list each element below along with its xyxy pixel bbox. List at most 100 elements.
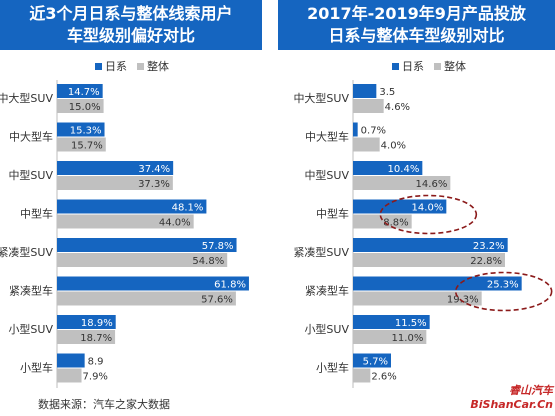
data-label: 44.0% [159, 218, 191, 229]
bar-japanese [57, 238, 237, 252]
bar-japanese [353, 315, 430, 329]
bar-japanese [57, 315, 116, 329]
data-label: 37.3% [138, 179, 170, 190]
bar-overall [57, 176, 173, 190]
category-label: 紧凑型SUV [293, 245, 349, 259]
bar-overall [353, 99, 384, 113]
legend-label-japanese: 日系 [105, 60, 127, 73]
bar-japanese [353, 199, 447, 214]
data-label: 10.4% [388, 164, 420, 175]
bar-overall [353, 137, 380, 152]
watermark-line-2: BiShanCar.Cn [470, 398, 553, 411]
legend-swatch-japanese [95, 62, 102, 70]
category-label: 中型车 [316, 207, 349, 221]
left-bar-chart: 中大型SUV 14.7% 15.0% 中大型车 15.3% 15.7% 中型SUV 37.4%… [0, 80, 249, 388]
legend-swatch-overall [137, 62, 144, 70]
category-label: 中大型SUV [293, 91, 349, 105]
data-label: 3.5 [379, 87, 395, 98]
bar-japanese [353, 122, 358, 137]
bar-overall [57, 368, 82, 383]
legend-label-overall: 整体 [147, 60, 169, 73]
data-label: 7.9% [83, 372, 108, 383]
right-legend: 日系 整体 [392, 58, 472, 74]
legend-swatch-overall [434, 62, 441, 70]
data-label: 5.7% [363, 357, 388, 368]
bar-japanese [57, 84, 103, 98]
bar-overall [353, 176, 451, 190]
bar-overall [353, 330, 427, 344]
data-label: 23.2% [473, 241, 505, 252]
data-label: 57.8% [202, 241, 234, 252]
bar-overall [353, 253, 505, 267]
right-title-line-2: 日系与整体车型级别对比 [328, 26, 505, 45]
data-label: 4.0% [381, 141, 406, 152]
bar-japanese [57, 276, 249, 291]
legend-item-japanese: 日系 [95, 58, 127, 74]
bar-japanese [353, 238, 508, 252]
bar-overall [57, 330, 116, 344]
data-label: 15.3% [70, 126, 102, 137]
legend-item-overall: 整体 [434, 58, 466, 74]
category-label: 紧凑型SUV [0, 245, 53, 259]
data-label: 19.3% [447, 295, 479, 306]
right-chart-title: 2017年-2019年9月产品投放 日系与整体车型级别对比 [278, 0, 555, 50]
data-label: 14.6% [416, 179, 448, 190]
category-label: 中型SUV [8, 168, 53, 182]
legend-item-overall: 整体 [137, 58, 169, 74]
data-label: 0.7% [361, 126, 386, 137]
data-label: 14.0% [412, 203, 444, 214]
data-label: 15.7% [71, 141, 103, 152]
highlight-ellipse [454, 271, 553, 312]
category-label: 紧凑型车 [305, 284, 349, 298]
bar-japanese [57, 353, 85, 368]
category-label: 小型SUV [8, 322, 53, 336]
category-label: 小型SUV [304, 322, 349, 336]
legend-label-japanese: 日系 [402, 60, 424, 73]
data-label: 25.3% [487, 280, 519, 291]
category-label: 中型车 [20, 207, 53, 221]
bar-overall [353, 368, 371, 383]
bar-overall [57, 253, 228, 267]
data-label: 54.8% [192, 256, 224, 267]
bar-overall [57, 291, 236, 306]
data-label: 48.1% [172, 203, 204, 214]
bar-japanese [57, 199, 207, 214]
data-label: 18.7% [80, 333, 112, 344]
bar-japanese [57, 161, 174, 175]
data-label: 57.6% [201, 295, 233, 306]
bar-japanese [57, 122, 105, 137]
legend-item-japanese: 日系 [392, 58, 424, 74]
data-label: 61.8% [214, 280, 246, 291]
right-title-line-1: 2017年-2019年9月产品投放 [307, 4, 526, 23]
data-label: 4.6% [385, 102, 410, 113]
data-label: 37.4% [138, 164, 170, 175]
watermark-line-1: 睿山汽车 [509, 384, 553, 397]
category-label: 中大型车 [305, 130, 349, 144]
category-label: 紧凑型车 [9, 284, 53, 298]
legend-swatch-japanese [392, 62, 399, 70]
right-bar-chart: 中大型SUV 3.5 4.6% 中大型车 0.7% 4.0% 中型SUV 10.4% 14.6%… [293, 80, 553, 388]
bar-overall [353, 214, 412, 229]
category-label: 中大型车 [9, 130, 53, 144]
bar-japanese [353, 161, 423, 175]
left-legend: 日系 整体 [95, 58, 175, 74]
data-source-note: 数据来源：汽车之家大数据 [38, 398, 170, 411]
highlight-ellipse [379, 194, 478, 235]
watermark: 睿山汽车 BiShanCar.Cn [470, 384, 553, 412]
bar-japanese [353, 276, 522, 291]
category-label: 小型车 [20, 361, 53, 375]
data-label: 8.8% [383, 218, 408, 229]
left-title-line-2: 车型级别偏好对比 [66, 26, 195, 45]
left-title-line-1: 近3个月日系与整体线索用户 [29, 4, 233, 23]
bar-overall [57, 214, 194, 229]
left-chart-title: 近3个月日系与整体线索用户 车型级别偏好对比 [0, 0, 262, 50]
bar-japanese [353, 84, 377, 98]
data-label: 8.9 [88, 357, 104, 368]
bar-overall [353, 291, 482, 306]
bar-overall [57, 99, 104, 113]
legend-label-overall: 整体 [444, 60, 466, 73]
data-label: 18.9% [81, 318, 113, 329]
data-label: 15.0% [69, 102, 101, 113]
data-label: 22.8% [470, 256, 502, 267]
category-label: 中型SUV [304, 168, 349, 182]
